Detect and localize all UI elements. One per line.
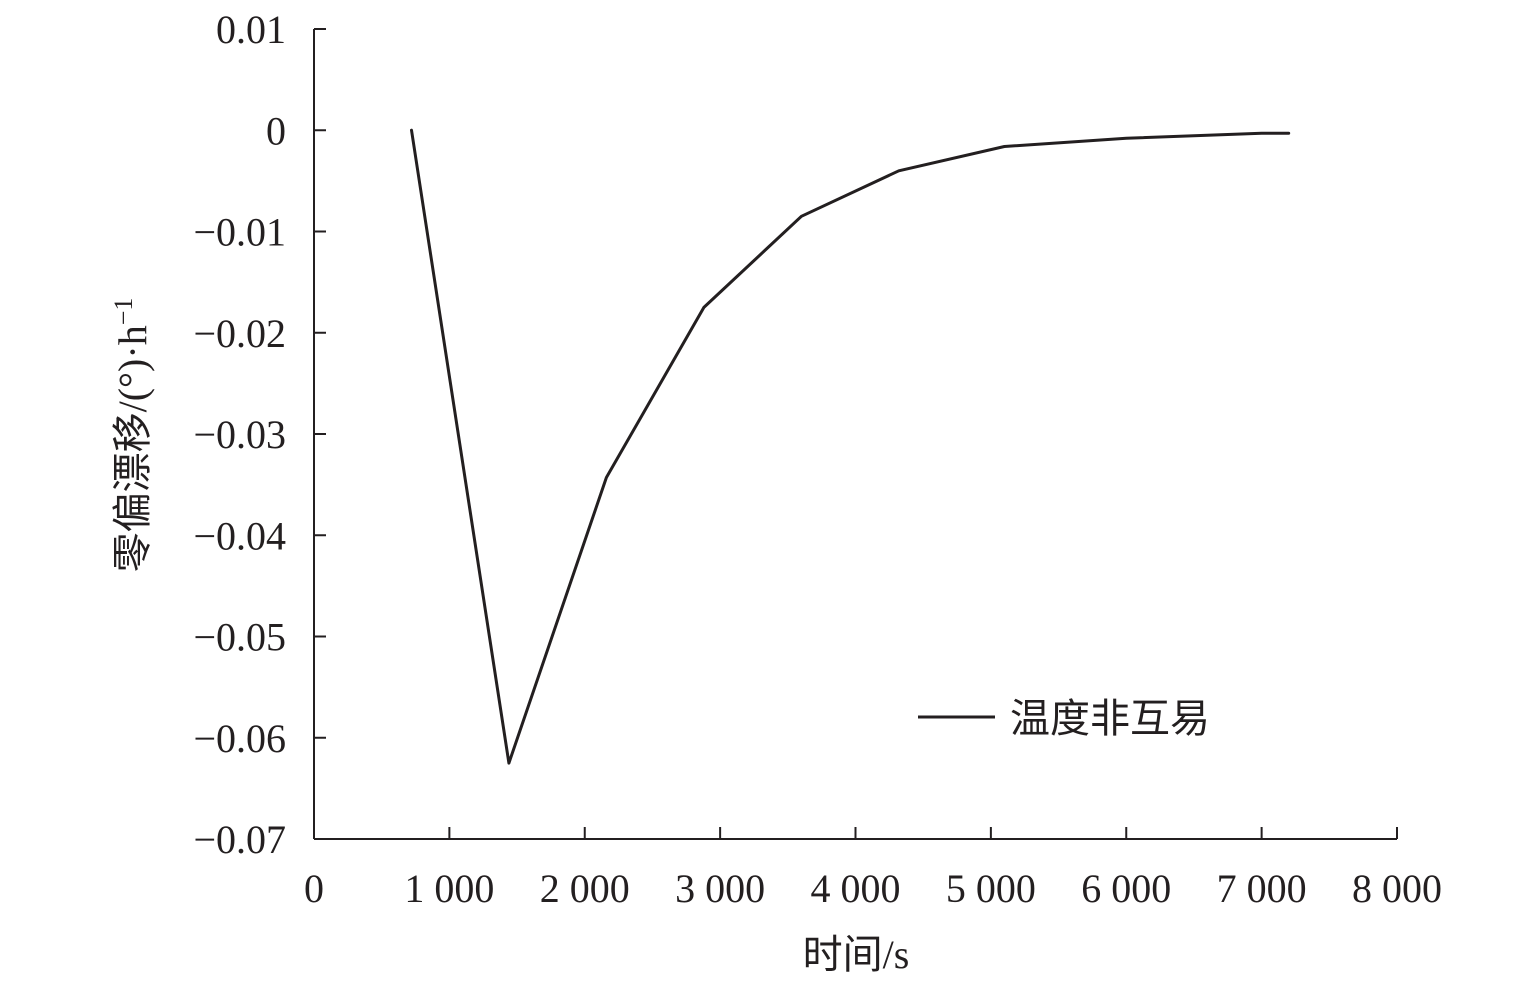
y-axis-title-main: 零偏漂移/(°)·h [110,325,155,572]
x-tick-label: 8 000 [1352,866,1442,911]
y-axis-title: 零偏漂移/(°)·h−1 [109,298,155,573]
y-tick-label: −0.07 [193,817,286,862]
x-tick-label: 5 000 [946,866,1036,911]
x-tick-label: 3 000 [675,866,765,911]
y-tick-label: 0 [266,108,286,153]
y-tick-label: −0.05 [193,615,286,660]
y-tick-label: −0.03 [193,412,286,457]
x-tick-label: 4 000 [811,866,901,911]
x-tick-label: 7 000 [1217,866,1307,911]
y-ticks: 0.01 0 −0.01 −0.02 −0.03 −0.04 −0.05 −0.06 −0.07 [193,7,326,862]
x-tick-label: 1 000 [404,866,494,911]
y-tick-label: 0.01 [216,7,286,52]
x-tick-label: 0 [304,866,324,911]
y-tick-label: −0.02 [193,311,286,356]
y-tick-label: −0.04 [193,513,286,558]
x-axis-title: 时间/s [803,932,910,977]
series-layer [410,128,1291,765]
y-tick-label: −0.06 [193,716,286,761]
y-axis-title-superscript: −1 [109,298,138,326]
axes [313,29,1397,840]
y-tick-label: −0.01 [193,210,286,255]
x-tick-label: 2 000 [540,866,630,911]
legend: 温度非互易 [918,696,1210,741]
legend-label: 温度非互易 [1010,696,1210,741]
x-ticks: 0 1 000 2 000 3 000 4 000 5 000 6 000 7 000 8 00… [304,827,1442,911]
series-line [410,128,1291,765]
x-tick-label: 6 000 [1081,866,1171,911]
